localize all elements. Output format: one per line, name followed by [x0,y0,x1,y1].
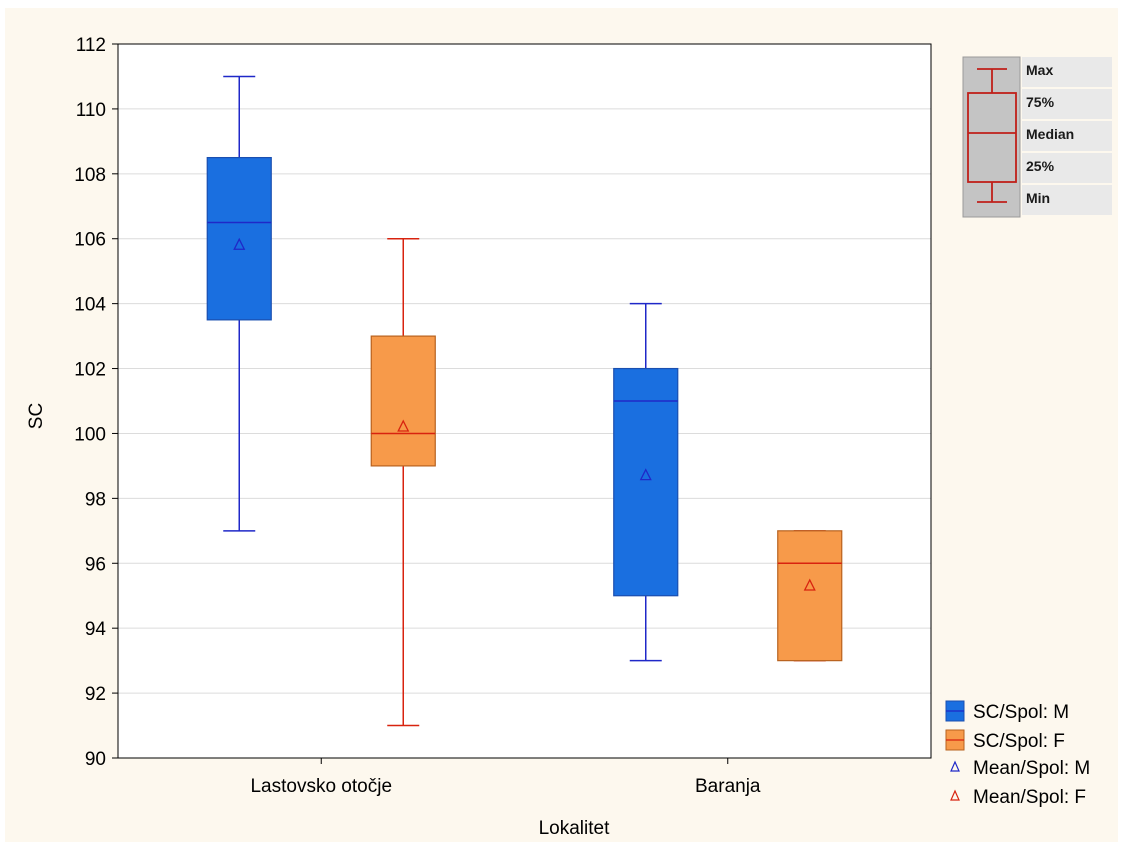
plot-frame [117,43,932,759]
key-legend-label: Min [1026,190,1050,206]
legend-mean-marker [950,760,960,772]
legend-mean-marker [950,789,960,801]
axes-layer: 90 92 94 96 98 100 102 104 106 108 110 112 Lastovsko… [74,35,761,797]
legend-entry-label: SC/Spol: M [973,702,1069,723]
boxes-layer [206,75,843,727]
box-iqr [777,530,843,662]
box-iqr [370,335,436,467]
y-tick-label: 94 [85,619,107,640]
y-tick-label: 106 [74,230,106,251]
legend-entry-label: Mean/Spol: M [973,758,1090,779]
y-tick-label: 98 [85,489,106,510]
mean-marker [233,237,246,250]
key-legend-label: Max [1026,62,1053,78]
key-legend-label: 25% [1026,158,1055,174]
y-axis-label: SC [26,403,47,429]
y-tick-label: 110 [76,100,106,121]
y-tick-label: 104 [74,295,106,316]
legend-entry-label: SC/Spol: F [973,731,1065,752]
key-legend-row-bg [1022,57,1112,87]
key-legend-row-bg [1022,121,1112,151]
x-tick-label: Lastovsko otočje [250,776,392,797]
key-legend-row-bg [1022,185,1112,215]
box-iqr [613,367,679,597]
key-legend-row-bg [1022,153,1112,183]
key-legend-row-bg [1022,89,1112,119]
mean-marker [803,578,816,591]
legend-entry-label: Mean/Spol: F [973,787,1086,808]
y-tick-label: 96 [85,554,106,575]
key-legend-label: 75% [1026,94,1055,110]
mean-marker [639,468,652,481]
mean-marker [397,419,410,432]
x-tick-label: Baranja [695,776,761,797]
y-tick-label: 102 [74,360,106,381]
y-tick-label: 112 [76,35,106,56]
boxplot-key-legend: Max 75% Median 25% Min [962,56,1112,218]
y-tick-label: 90 [85,749,106,770]
key-legend-label: Median [1026,126,1074,142]
x-axis-label: Lokalitet [539,818,610,839]
y-tick-label: 100 [74,424,106,445]
y-tick-label: 108 [74,165,106,186]
y-tick-label: 92 [85,684,106,705]
series-legend: SC/Spol: M SC/Spol: F Mean/Spol: M Mean/Spo… [945,700,1090,808]
